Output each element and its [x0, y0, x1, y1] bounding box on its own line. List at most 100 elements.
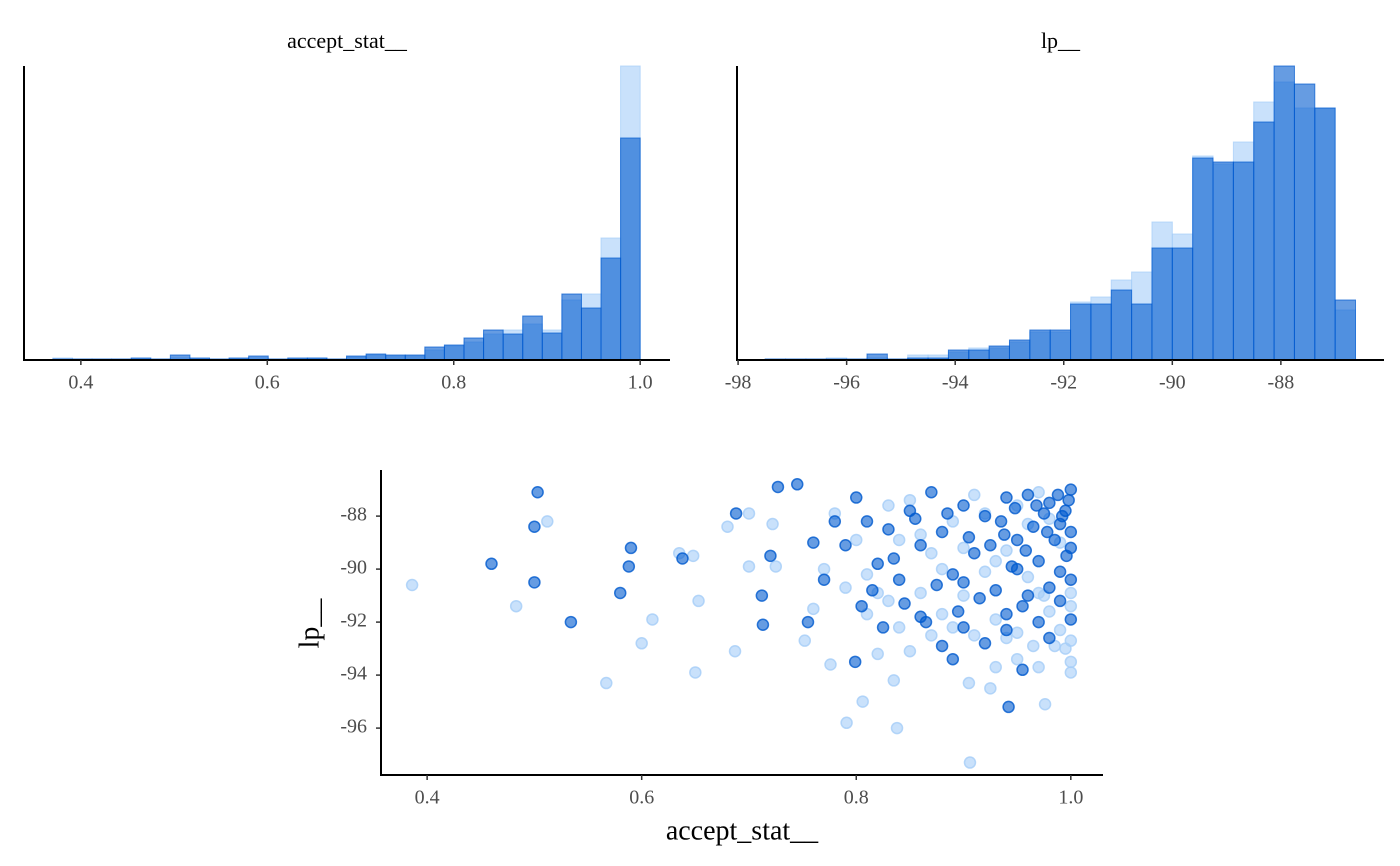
histogram-bar	[463, 337, 485, 361]
scatter-point	[839, 539, 852, 552]
scatter-point	[850, 491, 863, 504]
scatter-point	[817, 573, 831, 586]
scatter-point	[1000, 607, 1013, 621]
histogram-bar	[443, 344, 465, 361]
scatter-point	[998, 528, 1011, 541]
scatter-point	[914, 539, 927, 552]
y-tick-label: -94	[340, 663, 367, 685]
x-tick-label: 0.6	[255, 372, 280, 394]
y-tick-label: -92	[340, 610, 367, 632]
scatter-point	[807, 536, 820, 549]
scatter-point	[871, 557, 884, 571]
scatter-point	[876, 621, 890, 634]
scatter-point	[1064, 655, 1078, 669]
histogram-bar	[522, 315, 543, 361]
scatter-point	[1021, 488, 1035, 502]
scatter-point	[892, 573, 906, 586]
scatter-point	[866, 584, 879, 597]
scatter-point	[984, 539, 997, 552]
x-tick-label: 0.8	[441, 372, 466, 394]
scatter-point	[1064, 613, 1078, 626]
scatter-point	[1027, 520, 1040, 533]
scatter-point	[1048, 533, 1061, 547]
histogram-bar	[1131, 303, 1153, 361]
scatter-point	[887, 674, 901, 687]
scatter-point	[1064, 483, 1078, 496]
scatter-point	[1040, 525, 1054, 539]
histogram-bar	[1049, 329, 1072, 361]
scatter-point	[1030, 499, 1043, 512]
scatter-point	[1032, 615, 1045, 629]
histogram-bar	[1212, 161, 1234, 361]
facet-title: accept_stat__	[287, 28, 408, 53]
histogram-bar	[1171, 247, 1194, 361]
x-tick-label: 0.6	[629, 787, 654, 809]
scatter-point	[728, 645, 742, 658]
scatter-point	[935, 607, 949, 621]
scatter-point	[828, 515, 842, 528]
scatter-point	[1043, 496, 1056, 510]
y-tick-label: -88	[340, 504, 367, 526]
histogram-bar	[1008, 339, 1031, 361]
histogram-bar	[1029, 329, 1051, 361]
histogram-bar	[1253, 121, 1275, 361]
scatter-point	[1043, 581, 1056, 594]
scatter-point	[1019, 544, 1033, 557]
scatter-point	[1010, 533, 1024, 547]
scatter-point	[871, 647, 884, 661]
scatter-point	[1055, 509, 1069, 523]
scatter-point	[898, 597, 911, 610]
scatter-point	[1000, 544, 1013, 557]
scatter-point	[742, 507, 756, 520]
scatter-point	[692, 594, 705, 608]
scatter-point	[848, 655, 862, 669]
scatter-point	[1043, 631, 1056, 645]
scatter-point	[624, 541, 638, 555]
scatter-point	[860, 568, 874, 581]
x-tick-label: -92	[1050, 372, 1077, 394]
scatter-point	[1010, 562, 1024, 576]
scatter-point	[925, 546, 938, 560]
scatter-point	[755, 589, 769, 602]
histogram-bar	[968, 349, 990, 361]
scatter-point	[1016, 599, 1029, 613]
scatter-point	[840, 716, 853, 730]
scatter-point	[1059, 642, 1072, 655]
histogram-bar	[580, 307, 602, 361]
scatter-point	[766, 517, 779, 531]
histogram-bar	[1314, 107, 1336, 361]
scatter-point	[914, 528, 927, 541]
histogram-bar	[947, 349, 970, 361]
scatter-point	[485, 557, 498, 571]
scatter-point	[1064, 573, 1078, 586]
scatter-point	[1060, 549, 1073, 563]
scatter-point	[957, 576, 970, 589]
histogram-bar	[424, 346, 445, 361]
scatter-point	[968, 629, 981, 642]
scatter-point	[882, 523, 895, 536]
x-tick-label: 1.0	[1058, 787, 1083, 809]
y-tick-label: -96	[340, 716, 367, 738]
y-axis-title: lp__	[294, 598, 325, 649]
scatter-point	[994, 515, 1008, 528]
scatter-point	[1037, 507, 1051, 520]
scatter-point	[405, 578, 419, 592]
scatter-point	[957, 541, 970, 555]
scatter-point	[855, 599, 868, 613]
histogram-bar	[600, 257, 622, 361]
scatter-point	[756, 618, 770, 632]
histogram-bar	[1232, 161, 1255, 361]
scatter-point	[1064, 599, 1078, 613]
x-tick-label: -96	[833, 372, 860, 394]
scatter-point	[973, 592, 986, 605]
scatter-point	[528, 576, 541, 589]
scatter-point	[839, 581, 852, 594]
scatter-point	[903, 645, 917, 658]
scatter-point	[887, 552, 901, 565]
histogram-bar	[1273, 65, 1295, 361]
scatter-point	[989, 554, 1002, 568]
scatter-point	[771, 480, 785, 494]
scatter-point	[978, 565, 992, 579]
scatter-point	[946, 568, 960, 581]
